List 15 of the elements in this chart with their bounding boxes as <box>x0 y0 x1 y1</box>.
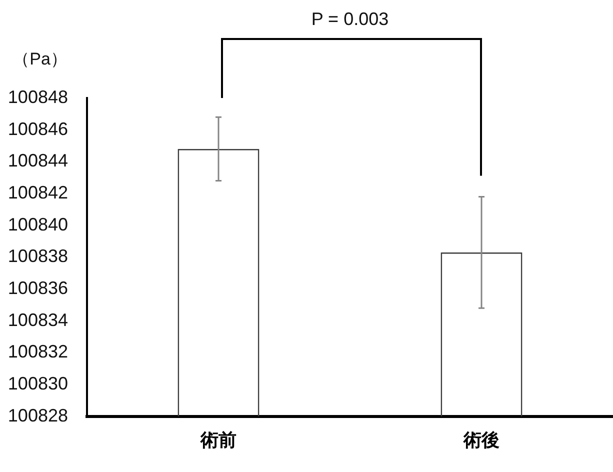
y-tick-label: 100830 <box>8 374 68 394</box>
y-tick-label: 100834 <box>8 310 68 330</box>
x-tick-label: 術前 <box>200 430 236 450</box>
x-tick-label: 術後 <box>462 430 500 450</box>
y-tick-label: 100848 <box>8 86 68 107</box>
y-tick-label: 100838 <box>8 246 68 266</box>
y-tick-label: 100836 <box>8 278 68 298</box>
text: P = 0.003 <box>311 8 389 29</box>
y-axis-title: （Pa） <box>12 50 68 69</box>
y-tick-label: 100832 <box>8 342 68 362</box>
y-tick-label: 100842 <box>8 182 68 202</box>
y-tick-label: 100844 <box>8 150 68 171</box>
y-tick-label: 100840 <box>8 214 68 234</box>
y-tick-label: 100828 <box>8 405 68 426</box>
y-tick-label: 100846 <box>8 118 68 139</box>
